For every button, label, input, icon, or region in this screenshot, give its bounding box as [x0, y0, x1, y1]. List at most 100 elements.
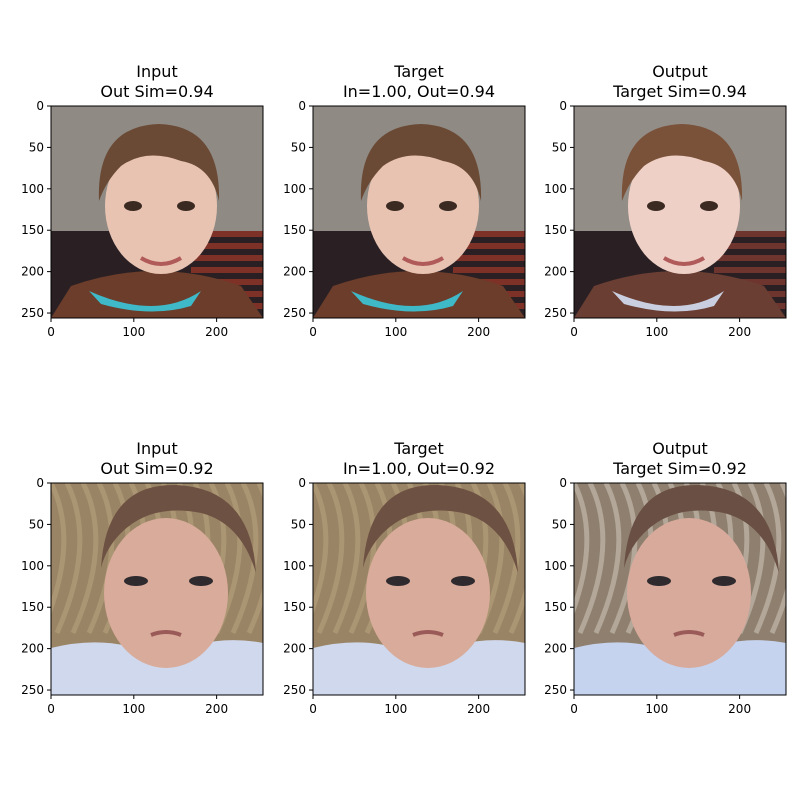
portrait-image	[313, 483, 525, 695]
x-tick-label: 200	[728, 325, 751, 339]
hair	[624, 484, 779, 573]
y-tick-label: 150	[283, 600, 306, 614]
axes-frame	[312, 105, 526, 319]
panel-title: Input Out Sim=0.92	[27, 439, 287, 479]
image-axes: 0 100 200	[570, 105, 787, 339]
panel-title: Target In=1.00, Out=0.94	[289, 62, 549, 102]
shirt	[51, 640, 263, 695]
x-tick-label: 100	[384, 325, 407, 339]
face	[105, 138, 217, 274]
shirt	[313, 640, 525, 695]
y-axis: 0 50 100 150 200 250	[21, 99, 51, 320]
y-tick-label: 100	[21, 559, 44, 573]
y-tick-label: 200	[544, 642, 567, 656]
y-tick-label: 250	[544, 683, 567, 697]
y-tick-label: 50	[291, 140, 306, 154]
hair	[98, 124, 220, 201]
y-tick-label: 250	[283, 683, 306, 697]
y-axis: 0 50 100 150 200 250	[283, 476, 313, 697]
x-tick-label: 200	[467, 702, 490, 716]
title-line-1: Output	[652, 439, 708, 458]
right-eye	[712, 576, 736, 586]
y-tick-label: 150	[21, 600, 44, 614]
y-axis: 0 50 100 150 200 250	[544, 476, 574, 697]
y-tick-label: 50	[29, 517, 44, 531]
face	[366, 518, 490, 668]
axes-frame	[50, 482, 264, 696]
y-tick-label: 150	[544, 600, 567, 614]
y-tick-label: 200	[21, 642, 44, 656]
portrait-image	[51, 106, 263, 318]
panel-title: Input Out Sim=0.94	[27, 62, 287, 102]
axes-frame	[312, 482, 526, 696]
y-tick-label: 150	[283, 223, 306, 237]
y-tick-label: 0	[36, 476, 44, 490]
y-tick-label: 100	[544, 559, 567, 573]
y-tick-label: 200	[21, 265, 44, 279]
mouth	[150, 630, 182, 637]
mouth	[412, 630, 444, 637]
sweater	[313, 271, 525, 318]
hair	[363, 484, 518, 573]
right-eye	[451, 576, 475, 586]
title-line-2: In=1.00, Out=0.94	[342, 82, 496, 101]
title-line-2: Target Sim=0.94	[613, 82, 747, 101]
x-tick-label: 200	[467, 325, 490, 339]
x-tick-label: 0	[570, 325, 578, 339]
y-tick-label: 100	[283, 559, 306, 573]
x-tick-label: 100	[384, 702, 407, 716]
y-tick-label: 0	[298, 476, 306, 490]
left-eye	[124, 576, 148, 586]
y-tick-label: 250	[21, 683, 44, 697]
y-tick-label: 50	[291, 517, 306, 531]
axes-frame	[573, 105, 787, 319]
portrait-image	[574, 483, 786, 695]
image-axes: 0 100 200	[309, 482, 526, 716]
y-axis: 0 50 100 150 200 250	[283, 99, 313, 320]
title-line-1: Input	[136, 62, 178, 81]
x-tick-label: 200	[205, 325, 228, 339]
mouth	[673, 630, 705, 637]
right-eye	[177, 201, 195, 211]
panel-input-2: 0 100 200 0 50 100 150 200 250	[21, 476, 264, 716]
title-line-2: Target Sim=0.92	[613, 459, 747, 478]
y-tick-label: 50	[29, 140, 44, 154]
sweater	[574, 271, 786, 318]
title-line-2: In=1.00, Out=0.92	[342, 459, 496, 478]
mouth	[401, 256, 445, 266]
collar	[351, 291, 463, 312]
right-eye	[439, 201, 457, 211]
face	[367, 138, 479, 274]
hair	[621, 124, 743, 201]
y-tick-label: 150	[544, 223, 567, 237]
image-axes: 0 100 200	[47, 105, 264, 339]
y-tick-label: 100	[544, 182, 567, 196]
face	[628, 138, 740, 274]
axes-frame	[573, 482, 787, 696]
title-line-1: Target	[394, 439, 444, 458]
y-tick-label: 200	[283, 265, 306, 279]
image-axes: 0 100 200	[570, 482, 787, 716]
mouth	[662, 256, 706, 266]
x-tick-label: 100	[645, 325, 668, 339]
x-tick-label: 200	[728, 702, 751, 716]
right-eye	[700, 201, 718, 211]
y-tick-label: 200	[544, 265, 567, 279]
hair	[360, 124, 482, 201]
x-tick-label: 100	[122, 325, 145, 339]
sweater	[51, 271, 263, 318]
left-eye	[647, 576, 671, 586]
panel-output-1: 0 100 200 0 50 100 150 200 250	[544, 99, 787, 339]
panel-output-2: 0 100 200 0 50 100 150 200 250	[544, 476, 787, 716]
y-tick-label: 0	[36, 99, 44, 113]
hair	[101, 484, 256, 573]
x-tick-label: 100	[122, 702, 145, 716]
shirt	[574, 640, 786, 695]
panel-title: Output Target Sim=0.92	[550, 439, 800, 479]
y-axis: 0 50 100 150 200 250	[21, 476, 51, 697]
y-tick-label: 250	[283, 306, 306, 320]
y-tick-label: 100	[283, 182, 306, 196]
portrait-image	[313, 106, 525, 318]
x-tick-label: 0	[309, 325, 317, 339]
y-tick-label: 150	[21, 223, 44, 237]
